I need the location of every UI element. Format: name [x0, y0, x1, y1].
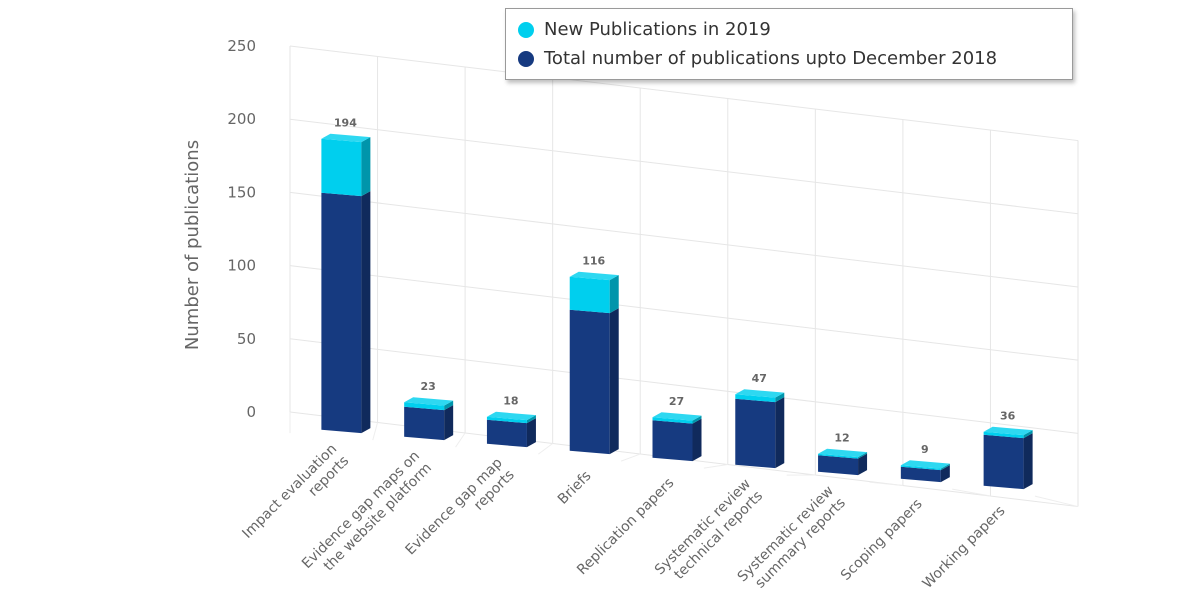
bar-segment-new-side	[940, 463, 950, 471]
bar-segment-total[interactable]	[569, 309, 610, 455]
bar-segment-new-side	[444, 400, 454, 411]
bar-stack[interactable]	[652, 412, 702, 462]
bar-segment-total-side	[526, 418, 536, 448]
floor-line	[538, 443, 553, 455]
bar-top-face	[321, 133, 371, 143]
bar-segment-total-side	[1023, 433, 1033, 490]
bar-top-face	[404, 397, 454, 406]
bar-segment-new[interactable]	[983, 431, 1024, 439]
bar-segment-new-side	[361, 137, 371, 197]
floor-line	[952, 488, 991, 497]
floor-line	[869, 481, 903, 487]
bar-segment-total[interactable]	[818, 455, 859, 476]
grid	[289, 45, 1079, 508]
bar-segment-total[interactable]	[652, 420, 693, 462]
floor-line	[1034, 495, 1079, 508]
data-label: 27	[669, 395, 684, 408]
bar-segment-total[interactable]	[900, 466, 941, 483]
bar-segment-new[interactable]	[321, 138, 362, 197]
data-label: 12	[834, 431, 849, 444]
bar-top-face	[983, 426, 1033, 436]
bar-stack[interactable]	[818, 448, 868, 476]
bar-segment-total-side	[775, 397, 785, 469]
floor-line	[372, 422, 379, 441]
bar-segment-new[interactable]	[652, 417, 693, 424]
bar-segment-total-side	[940, 465, 950, 483]
bar-stack[interactable]	[486, 411, 536, 448]
data-labels: 194 23 18 116 27 47 12 9 36	[334, 116, 1016, 455]
bar-segment-new[interactable]	[900, 465, 941, 471]
bar-segment-total-side	[692, 418, 702, 462]
bar-top-face	[818, 448, 868, 458]
bar-stack[interactable]	[404, 397, 454, 441]
bar-stack[interactable]	[900, 460, 950, 483]
bar-segment-total[interactable]	[321, 192, 362, 434]
floor-line	[455, 432, 466, 448]
bar-stack[interactable]	[735, 389, 785, 469]
y-axis-label: Number of publications	[182, 140, 203, 350]
bar-top-face	[569, 271, 619, 281]
bar-segment-new-side	[858, 452, 868, 459]
y-tick-label: 200	[227, 110, 256, 128]
legend-marker-new-icon	[518, 21, 534, 38]
legend-item-total-publications[interactable]: Total number of publications upto Decemb…	[518, 44, 1060, 73]
category-label: Briefs	[555, 468, 595, 508]
bar-segment-total[interactable]	[486, 419, 527, 448]
y-tick-label: 50	[237, 330, 256, 348]
y-tick-label: 0	[246, 403, 256, 421]
grid-line-h	[289, 191, 1079, 288]
category-label: Scoping papers	[838, 496, 926, 584]
legend-label-new: New Publications in 2019	[544, 19, 771, 40]
bar-segment-new-side	[1023, 430, 1033, 439]
data-label: 116	[582, 254, 605, 267]
bar-top-face	[652, 412, 702, 421]
grid-line-h	[289, 338, 1079, 434]
bar-segment-total[interactable]	[404, 406, 445, 441]
bar-segment-total-side	[444, 405, 454, 441]
bar-segment-new[interactable]	[486, 416, 527, 424]
grid-line-h	[289, 265, 1079, 361]
y-axis: 0 50 100 150 200 250	[227, 37, 256, 421]
floor-line	[703, 464, 728, 469]
bar-segment-new[interactable]	[818, 453, 859, 459]
bar-segment-new[interactable]	[569, 276, 610, 314]
grid-line-h	[289, 45, 1079, 142]
data-label: 23	[421, 380, 436, 393]
bar-segment-total-side	[361, 191, 371, 434]
bar-segment-new[interactable]	[735, 394, 776, 403]
legend: New Publications in 2019 Total number of…	[505, 8, 1073, 80]
bar-top-face	[486, 411, 536, 421]
data-label: 47	[752, 372, 767, 385]
bar-top-face	[900, 460, 950, 469]
bar-segment-total[interactable]	[735, 398, 776, 469]
bar-stack[interactable]	[983, 426, 1033, 490]
legend-label-total: Total number of publications upto Decemb…	[544, 48, 998, 69]
bar-segment-new-side	[775, 392, 785, 403]
bar-segment-total[interactable]	[983, 434, 1024, 490]
bar-segment-new-side	[526, 415, 536, 424]
data-label: 9	[921, 443, 929, 456]
bar-segment-total-side	[609, 308, 619, 455]
y-tick-label: 100	[227, 257, 256, 275]
data-label: 36	[1000, 409, 1016, 422]
legend-marker-total-icon	[518, 50, 534, 67]
grid-line-h	[289, 118, 1079, 215]
data-label: 18	[503, 394, 518, 407]
bar-segment-total-side	[858, 453, 868, 476]
bar-segment-new-side	[692, 415, 702, 424]
bar-top-face	[735, 389, 785, 398]
bar-segment-new-side	[609, 275, 619, 314]
data-label: 194	[334, 116, 357, 129]
bar-segment-new[interactable]	[404, 402, 445, 411]
bars	[321, 133, 1033, 490]
bar-stack[interactable]	[569, 271, 619, 455]
category-label: Working papers	[920, 503, 1009, 592]
bar-stack[interactable]	[321, 133, 371, 434]
legend-item-new-publications[interactable]: New Publications in 2019	[518, 15, 1060, 44]
y-tick-label: 250	[227, 37, 256, 55]
y-tick-label: 150	[227, 183, 256, 201]
floor-line	[620, 453, 641, 462]
